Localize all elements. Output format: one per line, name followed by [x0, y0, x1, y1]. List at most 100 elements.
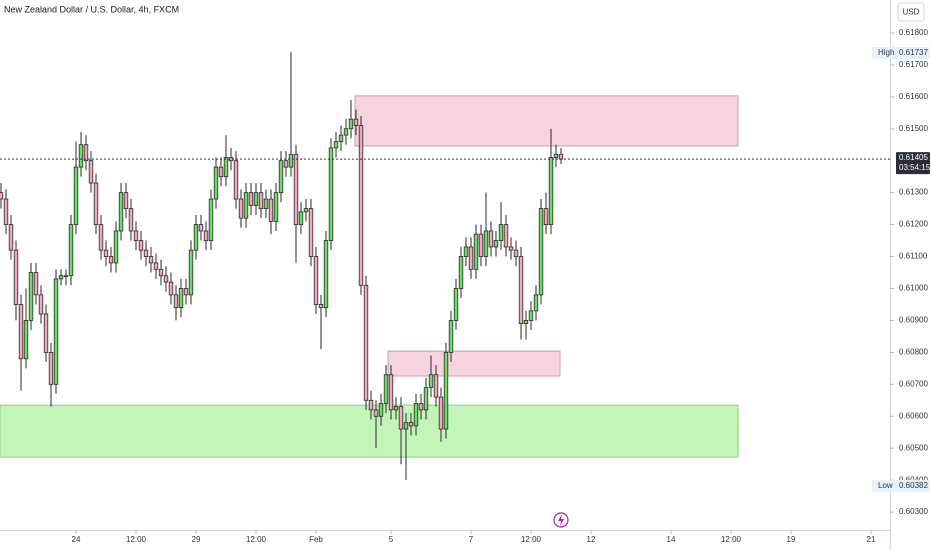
- candle-body-down: [48, 351, 54, 385]
- candle-body-down: [248, 192, 254, 206]
- candle-body-down: [368, 399, 374, 411]
- x-tick-label: 12:00: [126, 535, 147, 544]
- candle-body-up: [458, 256, 464, 289]
- candle-body-up: [333, 141, 339, 149]
- candle-body-up: [288, 153, 294, 168]
- candle-body-down: [158, 268, 164, 277]
- candle-body-down: [238, 198, 244, 219]
- candle-body-down: [143, 249, 149, 257]
- y-tick-label: 0.61500: [899, 124, 928, 133]
- x-tick-label: 12:00: [521, 535, 542, 544]
- plot-area: [0, 52, 739, 481]
- candle-body-up: [63, 275, 69, 278]
- y-tick-label: 0.61800: [899, 28, 928, 37]
- candle-body-down: [148, 256, 154, 264]
- candle-body-down: [13, 249, 19, 305]
- y-tick-label: 0.60600: [899, 411, 928, 420]
- candle-body-up: [193, 224, 199, 251]
- candle-body-down: [0, 192, 4, 200]
- candle-body-down: [308, 208, 314, 257]
- candle-body-down: [153, 262, 159, 270]
- candle-body-up: [343, 128, 349, 136]
- candle-body-down: [398, 406, 404, 430]
- x-tick-label: 7: [469, 535, 474, 544]
- candle-body-down: [558, 153, 564, 160]
- candle-body-up: [78, 144, 84, 168]
- currency-button[interactable]: [897, 2, 925, 22]
- candle-body-up: [498, 224, 504, 241]
- candle-body-down: [543, 208, 549, 225]
- low-marker-value: 0.60382: [899, 481, 928, 490]
- candle-body-down: [38, 294, 44, 315]
- candle-body-up: [28, 272, 34, 321]
- candle-body-up: [448, 320, 454, 353]
- candle-body-down: [503, 224, 509, 248]
- candle-body-up: [523, 320, 529, 325]
- candle-body-up: [413, 403, 419, 427]
- candle-body-up: [213, 166, 219, 200]
- candle-body-up: [263, 198, 269, 210]
- zone: [0, 404, 739, 458]
- candle-body-up: [453, 288, 459, 321]
- candle-body-up: [533, 294, 539, 312]
- x-tick-label: 14: [667, 535, 676, 544]
- candle-body-up: [118, 192, 124, 232]
- candle-body-down: [353, 118, 359, 126]
- candle-body-up: [23, 320, 29, 360]
- event-icon[interactable]: [553, 512, 569, 528]
- candle-body-down: [123, 192, 129, 210]
- candle-body-up: [463, 246, 469, 257]
- y-tick-label: 0.61100: [899, 252, 928, 261]
- candle-body-up: [403, 422, 409, 430]
- candle-body-up: [298, 211, 304, 225]
- candle-body-down: [183, 288, 189, 296]
- x-tick-label: Feb: [309, 535, 323, 544]
- y-tick-label: 0.61700: [899, 60, 928, 69]
- candle-body-down: [173, 294, 179, 309]
- candle-body-up: [483, 230, 489, 257]
- candle-body-down: [133, 230, 139, 241]
- candle-body-down: [488, 230, 494, 248]
- last-price-label: 0.61405: [899, 153, 928, 162]
- x-tick-label: 5: [389, 535, 394, 544]
- candle-body-down: [373, 409, 379, 417]
- candle-body-down: [138, 240, 144, 251]
- y-tick-label: 0.60500: [899, 443, 928, 452]
- y-tick-label: 0.61600: [899, 92, 928, 101]
- candle-body-up: [323, 240, 329, 309]
- candle-body-down: [128, 208, 134, 232]
- candle-body-down: [508, 246, 514, 251]
- candle-body-down: [408, 422, 414, 427]
- candle-body-down: [43, 313, 49, 353]
- candle-body-down: [83, 144, 89, 162]
- candle-body-up: [473, 233, 479, 270]
- candle-body-down: [468, 246, 474, 270]
- candle-body-up: [223, 157, 229, 178]
- candle-body-down: [33, 272, 39, 296]
- candle-body-down: [98, 224, 104, 251]
- candle-body-down: [233, 160, 239, 200]
- candle-body-up: [328, 147, 334, 241]
- candle-body-down: [3, 198, 9, 225]
- x-tick-label: 21: [867, 535, 876, 544]
- zone: [387, 350, 561, 377]
- event-bolt: [558, 514, 564, 526]
- candle-body-up: [493, 240, 499, 248]
- candle-body-up: [68, 224, 74, 277]
- high-marker-text: High: [878, 48, 894, 57]
- candle-body-down: [168, 281, 174, 296]
- candle-body-down: [18, 304, 24, 360]
- candle-body-up: [348, 118, 354, 130]
- candle-body-down: [103, 249, 109, 257]
- candle-body-up: [303, 208, 309, 213]
- candle-body-down: [293, 153, 299, 225]
- candle-body-up: [428, 374, 434, 388]
- x-tick-label: 12:00: [721, 535, 742, 544]
- candle-body-down: [518, 256, 524, 325]
- y-tick-label: 0.61300: [899, 188, 928, 197]
- y-tick-label: 0.60300: [899, 507, 928, 516]
- candle-body-down: [258, 192, 264, 210]
- candle-body-down: [513, 249, 519, 257]
- candle-body-down: [93, 182, 99, 225]
